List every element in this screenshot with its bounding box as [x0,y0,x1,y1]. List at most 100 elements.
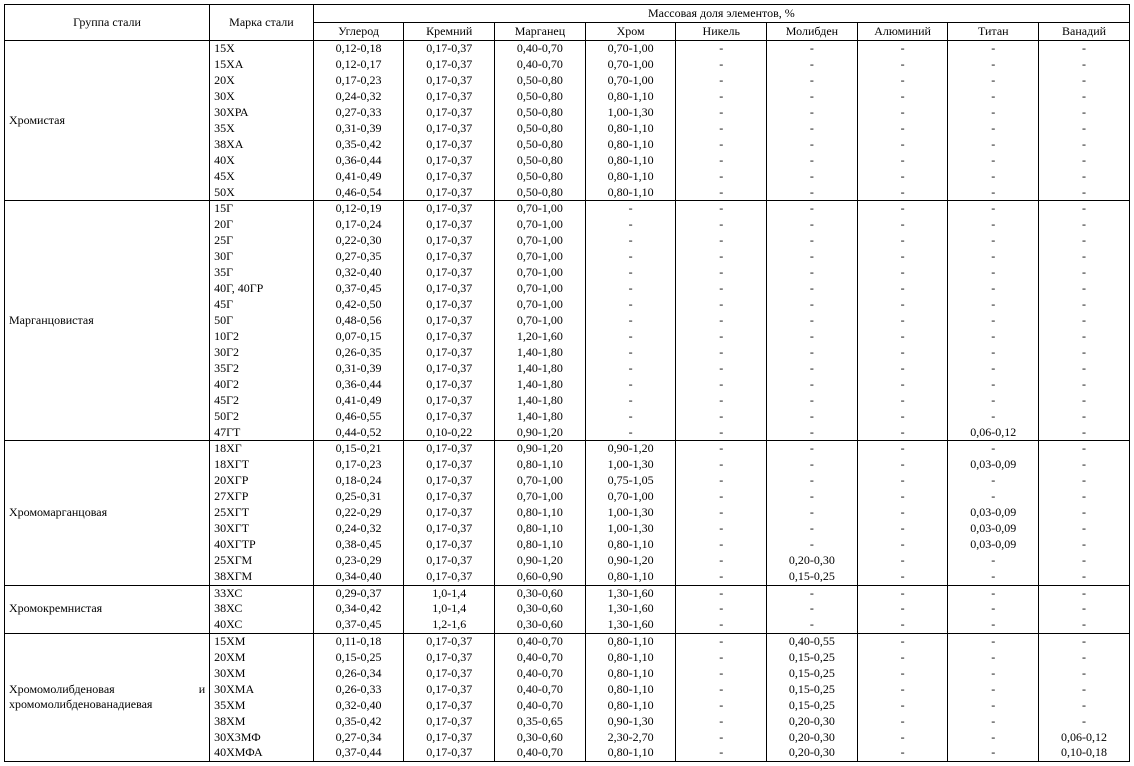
value-cell: 0,70-1,00 [495,233,586,249]
value-cell: - [767,297,858,313]
value-cell: - [948,265,1039,281]
value-cell: 0,17-0,37 [404,745,495,761]
value-cell: 0,40-0,70 [495,649,586,665]
value-cell: 0,25-0,31 [313,489,404,505]
value-cell: - [948,249,1039,265]
value-cell: - [857,121,948,137]
value-cell: 0,17-0,37 [404,345,495,361]
value-cell: - [585,313,676,329]
value-cell: - [767,41,858,57]
value-cell: - [948,377,1039,393]
value-cell: 0,17-0,23 [313,457,404,473]
value-cell: 0,17-0,37 [404,41,495,57]
value-cell: - [585,393,676,409]
value-cell: - [948,121,1039,137]
value-cell: - [1039,505,1130,521]
value-cell: 0,15-0,25 [767,649,858,665]
value-cell: - [1039,633,1130,649]
value-cell: - [767,425,858,441]
value-cell: 0,37-0,45 [313,281,404,297]
value-cell: 0,80-1,10 [585,569,676,585]
table-body: Хромистая15Х0,12-0,180,17-0,370,40-0,700… [5,41,1130,762]
value-cell: 0,07-0,15 [313,329,404,345]
value-cell: - [1039,361,1130,377]
group-cell: Хромомолибденоваяихромомолибденованадиев… [5,633,210,761]
value-cell: 0,17-0,37 [404,57,495,73]
value-cell: - [767,617,858,633]
mark-cell: 18ХГТ [210,457,314,473]
value-cell: 0,38-0,45 [313,537,404,553]
value-cell: - [767,137,858,153]
value-cell: 0,90-1,20 [585,553,676,569]
mark-cell: 50Г2 [210,409,314,425]
value-cell: - [857,553,948,569]
mark-cell: 20Г [210,217,314,233]
value-cell: - [767,457,858,473]
value-cell: - [857,185,948,201]
value-cell: - [857,649,948,665]
value-cell: - [585,217,676,233]
value-cell: 0,40-0,70 [495,681,586,697]
value-cell: - [676,137,767,153]
value-cell: 0,18-0,24 [313,473,404,489]
value-cell: - [676,121,767,137]
mark-cell: 35Г [210,265,314,281]
value-cell: - [948,217,1039,233]
value-cell: - [948,281,1039,297]
mark-cell: 10Г2 [210,329,314,345]
value-cell: - [857,153,948,169]
value-cell: - [1039,297,1130,313]
value-cell: 0,17-0,37 [404,233,495,249]
value-cell: - [1039,601,1130,617]
value-cell: - [1039,617,1130,633]
value-cell: 0,90-1,20 [495,441,586,457]
value-cell: - [1039,169,1130,185]
value-cell: - [1039,537,1130,553]
header-element: Алюминий [857,23,948,41]
value-cell: - [948,137,1039,153]
value-cell: 0,29-0,37 [313,585,404,601]
value-cell: - [676,153,767,169]
mark-cell: 15Х [210,41,314,57]
header-element: Марганец [495,23,586,41]
value-cell: - [585,297,676,313]
value-cell: 0,80-1,10 [585,697,676,713]
value-cell: - [676,169,767,185]
value-cell: 0,70-1,00 [495,201,586,217]
value-cell: 1,40-1,80 [495,377,586,393]
value-cell: 0,35-0,65 [495,713,586,729]
value-cell: 0,20-0,30 [767,729,858,745]
value-cell: 0,60-0,90 [495,569,586,585]
mark-cell: 25ХГТ [210,505,314,521]
value-cell: - [857,521,948,537]
value-cell: 0,06-0,12 [1039,729,1130,745]
mark-cell: 30ХМА [210,681,314,697]
value-cell: - [948,745,1039,761]
value-cell: 0,80-1,10 [585,649,676,665]
header-mark: Марка стали [210,5,314,41]
value-cell: - [767,393,858,409]
value-cell: - [676,249,767,265]
value-cell: - [767,361,858,377]
value-cell: 0,80-1,10 [585,121,676,137]
value-cell: - [948,553,1039,569]
value-cell: 0,35-0,42 [313,713,404,729]
value-cell: 0,80-1,10 [585,633,676,649]
value-cell: 0,80-1,10 [495,521,586,537]
value-cell: 0,37-0,45 [313,617,404,633]
group-name: Хромомолибденовая [9,682,115,698]
value-cell: - [585,265,676,281]
mark-cell: 50Х [210,185,314,201]
header-element: Титан [948,23,1039,41]
mark-cell: 18ХГ [210,441,314,457]
value-cell: - [1039,153,1130,169]
value-cell: - [767,329,858,345]
value-cell: - [948,41,1039,57]
value-cell: - [1039,105,1130,121]
value-cell: - [948,601,1039,617]
value-cell: - [857,681,948,697]
value-cell: 0,90-1,20 [495,553,586,569]
value-cell: - [857,473,948,489]
value-cell: - [1039,57,1130,73]
value-cell: 0,70-1,00 [495,265,586,281]
